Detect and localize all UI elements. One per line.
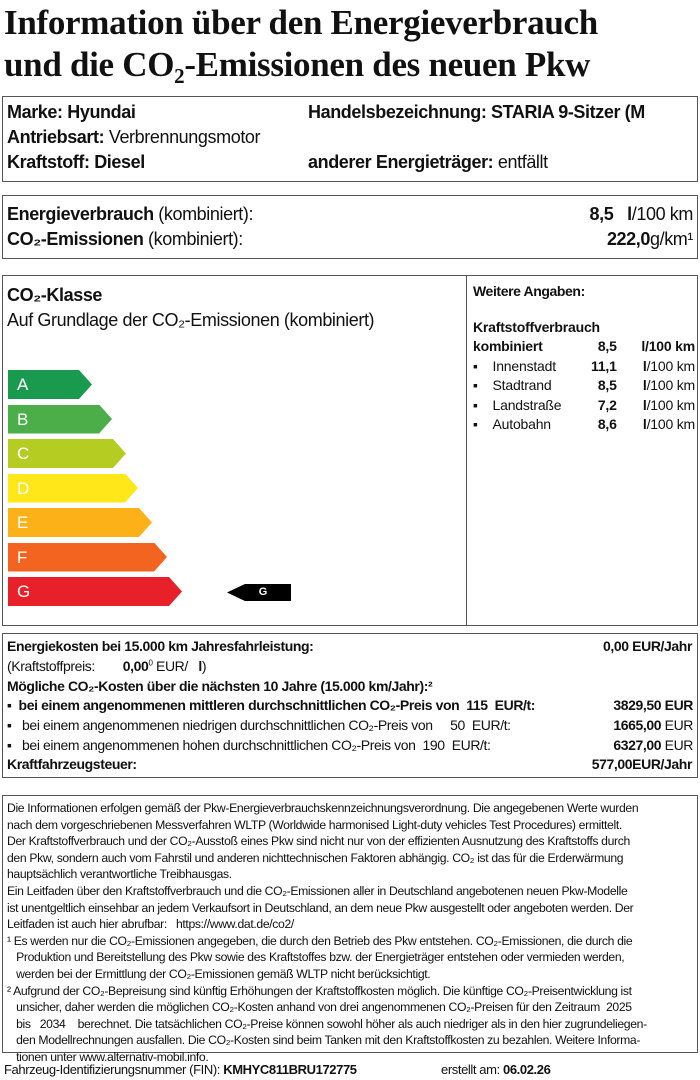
- other-energy: anderer Energieträger: entfällt: [308, 152, 548, 172]
- legal-line: Leitfaden ist auch hier abrufbar: https:…: [7, 917, 294, 932]
- title-line-2: und die CO₂-Emissionen des neuen Pkw: [4, 45, 591, 84]
- further-info-heading: Weitere Angaben:: [473, 283, 585, 299]
- column-divider: [466, 276, 467, 625]
- vehicle-tax-label: Kraftfahrzeugsteuer:: [7, 756, 137, 772]
- trade-name: Handelsbezeichnung: STARIA 9-Sitzer (M: [308, 102, 645, 122]
- co2-emissions-label: CO₂-Emissionen (kombiniert):: [7, 229, 243, 249]
- consumption-row: ▪ Stadtrand 8,5 l/100 km: [473, 377, 695, 394]
- energy-consumption-label: Energieverbrauch (kombiniert):: [7, 204, 254, 224]
- legal-line: ist unentgeltlich einsehbar an jedem Ver…: [7, 900, 634, 915]
- legal-line: Der Kraftstoffverbrauch und der CO₂-Auss…: [7, 834, 630, 849]
- co2-class-bar-e: E: [8, 508, 152, 537]
- legal-notes-box: Die Informationen erfolgen gemäß der Pkw…: [2, 795, 698, 1064]
- co2-class-bar-f: F: [8, 543, 167, 572]
- legal-line: Produktion und Bereitstellung des Pkw so…: [7, 950, 625, 965]
- co2-class-bar-g: G: [8, 577, 182, 606]
- co2-costs-heading: Mögliche CO₂-Kosten über die nächsten 10…: [7, 678, 433, 694]
- legal-line: hauptsächlich verantwortliche Treibhausg…: [7, 867, 232, 882]
- legal-line: ¹ Es werden nur die CO₂-Emissionen angeg…: [7, 933, 633, 948]
- fuel-consumption-table: Kraftstoffverbrauch kombiniert 8,5 l/100 k…: [473, 317, 695, 434]
- vehicle-info-box: Marke: Hyundai Handelsbezeichnung: STARI…: [2, 96, 698, 182]
- consumption-row: ▪ Innenstadt 11,1 l/100 km: [473, 357, 695, 374]
- energy-costs-label: Energiekosten bei 15.000 km Jahresfahrle…: [7, 638, 314, 654]
- further-info: Weitere Angaben: Kraftstoffverbrauch kom…: [473, 283, 695, 434]
- co2-class-bar-b: B: [8, 405, 112, 434]
- legal-line: unsicher, daher werden die möglichen CO₂…: [7, 1000, 632, 1015]
- co2-class-heading: CO₂-Klasse: [7, 285, 103, 305]
- fin: Fahrzeug-Identifizierungsnummer (FIN): K…: [4, 1062, 357, 1077]
- energy-consumption-value: 8,5 l/100 km: [589, 204, 694, 224]
- co2-class-bar-a: A: [8, 370, 92, 399]
- fuel: Kraftstoff: Diesel: [7, 152, 145, 172]
- consumption-box: Energieverbrauch (kombiniert): 8,5 l/100…: [2, 195, 698, 259]
- legal-line: den Modellrechnungen ausfallen. Die CO₂-…: [7, 1033, 641, 1048]
- co2-cost-high: ▪ bei einem angenommenen hohen durchschn…: [7, 737, 693, 753]
- legal-line: den Pkw, sondern auch vom Fahrstil und a…: [7, 850, 624, 865]
- co2-emissions-value: 222,0g/km¹: [606, 229, 693, 249]
- fuel-price: (Kraftstoffpreis: 0,000 EUR/ l): [7, 658, 207, 674]
- co2-cost-mid: ▪ bei einem angenommenen mittleren durch…: [7, 697, 693, 713]
- co2-class-box: CO₂-Klasse Auf Grundlage der CO₂-Emissio…: [2, 275, 698, 626]
- consumption-row: ▪ Landstraße 7,2 l/100 km: [473, 396, 695, 413]
- drive-type: Antriebsart: Verbrennungsmotor: [7, 127, 261, 147]
- created-date: erstellt am: 06.02.26: [441, 1062, 551, 1077]
- brand: Marke: Hyundai: [7, 102, 136, 122]
- page-title: Information über den Energieverbrauch un…: [4, 2, 598, 86]
- co2-class-subheading: Auf Grundlage der CO₂-Emissionen (kombin…: [7, 310, 375, 330]
- title-line-1: Information über den Energieverbrauch: [4, 3, 598, 42]
- co2-class-bar-c: C: [8, 439, 126, 468]
- costs-box: Energiekosten bei 15.000 km Jahresfahrle…: [2, 633, 698, 778]
- legal-line: bis 2034 berechnet. Die tatsächlichen CO…: [7, 1016, 647, 1031]
- energy-costs-value: 0,00 EUR/Jahr: [603, 638, 692, 654]
- legal-line: Ein Leitfaden über den Kraftstoffverbrau…: [7, 883, 628, 898]
- vehicle-tax-value: 577,00EUR/Jahr: [591, 756, 693, 772]
- co2-cost-low: ▪ bei einem angenommenen niedrigen durch…: [7, 717, 693, 733]
- legal-line: nach dem vorgeschriebenen Messverfahren …: [7, 817, 622, 832]
- legal-line: Die Informationen erfolgen gemäß der Pkw…: [7, 801, 639, 815]
- legal-line: ² Aufgrund der CO₂-Bepreisung sind künft…: [7, 983, 632, 998]
- legal-line: tionen unter www.alternativ-mobil.info.: [7, 1049, 209, 1064]
- legal-line: werden bei der Ermittlung der CO₂-Emissi…: [7, 966, 431, 981]
- consumption-row: ▪ Autobahn 8,6 l/100 km: [473, 416, 695, 433]
- current-class-marker: G: [227, 584, 291, 601]
- fuel-consumption-heading: Kraftstoffverbrauch: [473, 318, 600, 335]
- co2-class-bar-d: D: [8, 474, 138, 503]
- combined-row: kombiniert 8,5 l/100 km: [473, 338, 695, 355]
